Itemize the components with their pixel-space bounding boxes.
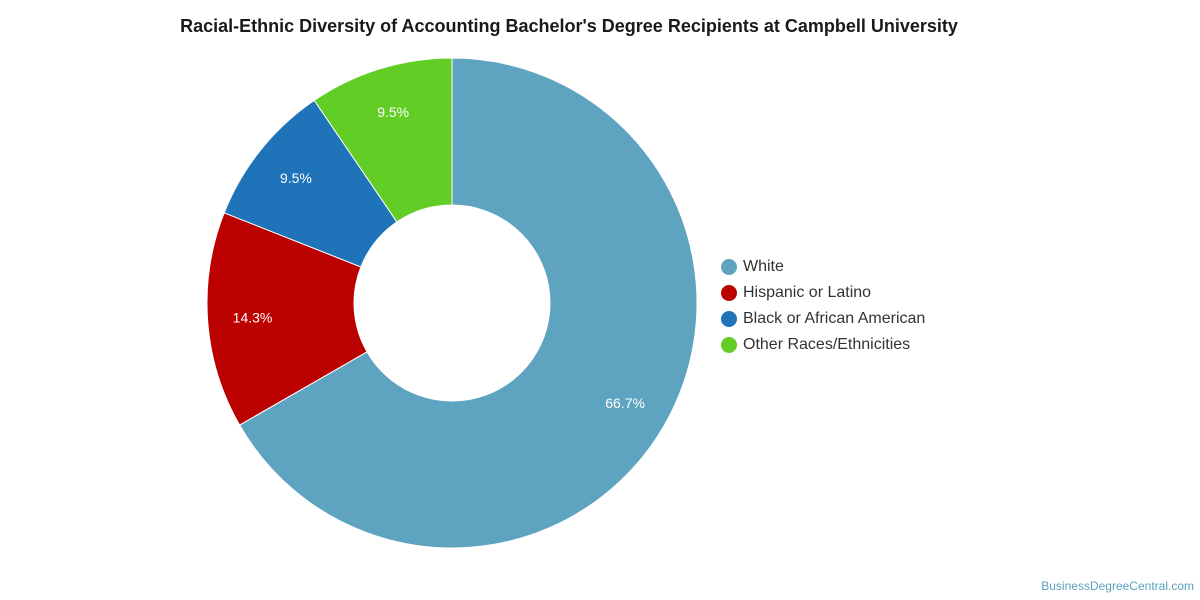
slice-label-black-or-african-american: 9.5%: [280, 170, 312, 186]
donut-slices: [206, 57, 698, 549]
source-credit[interactable]: BusinessDegreeCentral.com: [1041, 579, 1194, 593]
slice-label-hispanic-or-latino: 14.3%: [233, 309, 273, 325]
legend-swatch-black-or-african-american: [721, 311, 737, 327]
chart-title: Racial-Ethnic Diversity of Accounting Ba…: [180, 16, 958, 36]
legend-swatch-white: [721, 259, 737, 275]
legend-item-white[interactable]: White: [721, 254, 925, 280]
donut-slice-labels: 66.7% 14.3% 9.5% 9.5%: [233, 104, 645, 411]
legend-label-black-or-african-american: Black or African American: [743, 310, 926, 327]
slice-white[interactable]: [238, 57, 698, 549]
legend-label-hispanic-or-latino: Hispanic or Latino: [743, 284, 872, 301]
slice-label-white: 66.7%: [605, 395, 645, 411]
legend-item-hispanic-or-latino[interactable]: Hispanic or Latino: [721, 280, 925, 306]
slice-label-other-races-ethnicities: 9.5%: [377, 104, 409, 120]
slice-other-races-ethnicities[interactable]: [313, 57, 453, 223]
legend-label-white: White: [743, 258, 784, 275]
legend-item-other-races-ethnicities[interactable]: Other Races/Ethnicities: [721, 332, 925, 358]
legend-swatch-hispanic-or-latino: [721, 285, 737, 301]
legend: White Hispanic or Latino Black or African …: [721, 254, 925, 358]
slice-hispanic-or-latino[interactable]: [206, 212, 368, 426]
legend-label-other-races-ethnicities: Other Races/Ethnicities: [743, 336, 911, 353]
legend-item-black-or-african-american[interactable]: Black or African American: [721, 306, 925, 332]
legend-swatch-other-races-ethnicities: [721, 337, 737, 353]
